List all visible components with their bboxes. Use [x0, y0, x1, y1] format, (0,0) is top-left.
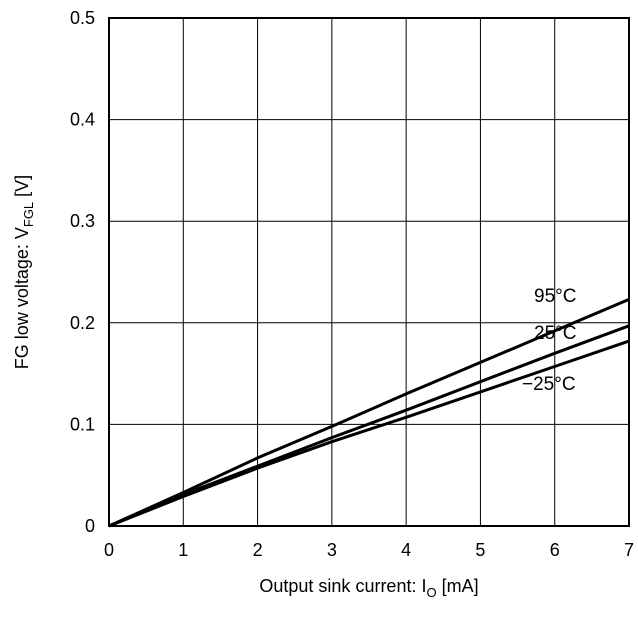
y-tick-labels: 0 0.1 0.2 0.3 0.4 0.5 [70, 8, 95, 536]
series-label: 95°C [534, 286, 576, 307]
series-labels: 95°C 25°C −25°C [522, 286, 576, 395]
y-tick-label: 0.1 [70, 414, 95, 434]
y-axis-label: FG low voltage: VFGL [V] [12, 175, 36, 369]
x-tick-label: 2 [253, 540, 263, 560]
x-axis-label: Output sink current: IO [mA] [259, 576, 478, 600]
x-tick-label: 4 [401, 540, 411, 560]
y-tick-label: 0.3 [70, 211, 95, 231]
y-tick-label: 0 [85, 516, 95, 536]
series-lines [108, 298, 630, 528]
x-tick-label: 7 [624, 540, 634, 560]
y-tick-label: 0.5 [70, 8, 95, 28]
x-tick-labels: 0 1 2 3 4 5 6 7 [104, 540, 634, 560]
series-line [108, 339, 630, 528]
x-tick-label: 6 [550, 540, 560, 560]
series-line [108, 298, 630, 528]
x-tick-label: 3 [327, 540, 337, 560]
series-label: 25°C [534, 323, 576, 344]
series-line [108, 324, 630, 528]
x-tick-label: 1 [178, 540, 188, 560]
plot-frame [108, 17, 630, 527]
x-tick-label: 0 [104, 540, 114, 560]
grid [109, 18, 629, 526]
series-label: −25°C [522, 374, 576, 395]
x-tick-label: 5 [475, 540, 485, 560]
y-tick-label: 0.2 [70, 313, 95, 333]
y-tick-label: 0.4 [70, 110, 95, 130]
